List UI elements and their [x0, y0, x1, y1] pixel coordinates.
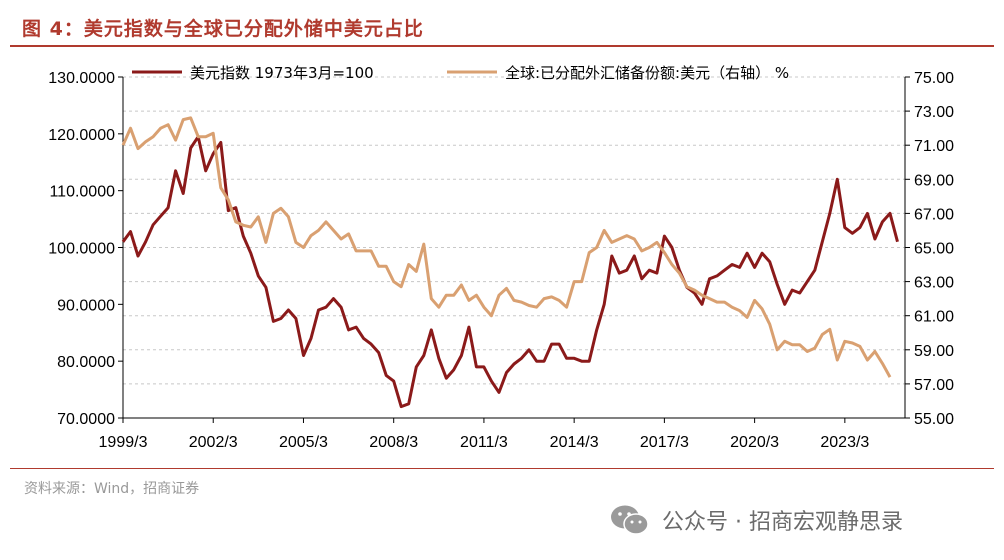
x-tick-label: 2020/3: [730, 434, 779, 451]
x-tick-label: 2008/3: [369, 434, 418, 451]
y-right-tick-label: 71.00: [914, 138, 954, 155]
x-tick-label: 2014/3: [550, 434, 599, 451]
title-rule: [10, 45, 994, 47]
y-left-tick-label: 130.0000: [48, 70, 115, 87]
y-left-tick-label: 120.0000: [48, 127, 115, 144]
legend: 美元指数 1973年3月=100 全球:已分配外汇储备份额:美元（右轴） %: [132, 64, 789, 82]
x-tick-label: 2005/3: [279, 434, 328, 451]
x-tick-label: 2002/3: [189, 434, 238, 451]
series: [121, 116, 899, 409]
y-left-tick-label: 110.0000: [49, 184, 115, 201]
y-right-tick-label: 61.00: [914, 309, 954, 326]
footer-rule: [10, 468, 994, 469]
y-left-tick-label: 70.0000: [57, 411, 115, 428]
source-note: 资料来源：Wind，招商证券: [24, 481, 200, 497]
y-right-tick-label: 59.00: [914, 343, 954, 360]
y-right-tick-label: 57.00: [914, 377, 954, 394]
legend-label: 全球:已分配外汇储备份额:美元（右轴） %: [505, 64, 789, 82]
dual-axis-line-chart: 70.0000 80.0000 90.0000 100.0000 110.0000 120…: [48, 64, 954, 451]
figure-title: 图 4：美元指数与全球已分配外储中美元占比: [22, 18, 424, 40]
x-tick-label: 2023/3: [820, 434, 869, 451]
watermark-text: 公众号 · 招商宏观静思录: [662, 510, 903, 535]
x-tick-label: 2017/3: [640, 434, 689, 451]
y-right-tick-label: 69.00: [914, 172, 954, 189]
axes: 70.0000 80.0000 90.0000 100.0000 110.0000 120…: [48, 70, 954, 451]
watermark: 公众号 · 招商宏观静思录: [610, 500, 903, 540]
x-tick-label: 2011/3: [460, 434, 508, 451]
y-right-tick-label: 73.00: [914, 104, 954, 121]
y-right-tick-label: 65.00: [914, 241, 954, 258]
x-tick-label: 1999/3: [99, 434, 148, 451]
gridlines: [123, 76, 905, 385]
series-line-dollar-index: [121, 135, 899, 409]
legend-label: 美元指数 1973年3月=100: [190, 64, 374, 82]
y-right-tick-label: 55.00: [914, 411, 954, 428]
y-left-tick-label: 100.0000: [48, 241, 115, 258]
wechat-icon: [611, 505, 649, 535]
y-left-tick-label: 80.0000: [57, 354, 115, 371]
y-right-tick-label: 67.00: [914, 206, 954, 223]
y-right-tick-label: 75.00: [914, 70, 954, 87]
series-line-usd-reserve-share: [121, 116, 892, 378]
y-right-tick-label: 63.00: [914, 275, 954, 292]
y-left-tick-label: 90.0000: [57, 297, 115, 314]
